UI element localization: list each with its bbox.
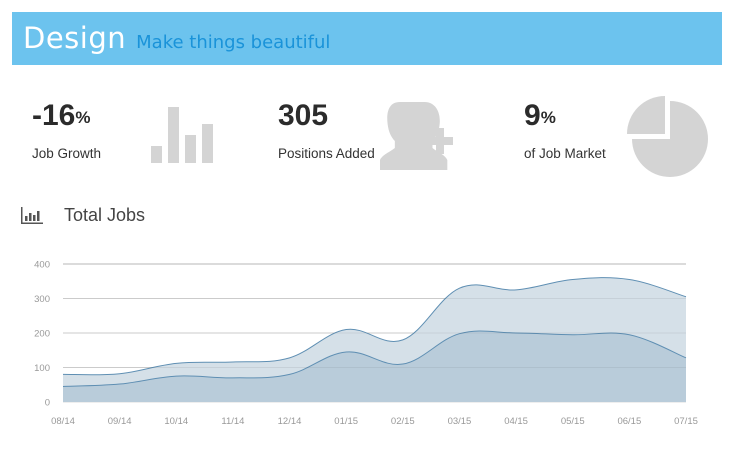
x-tick-label: 04/15 <box>504 416 528 427</box>
bar-chart-icon <box>151 107 213 163</box>
y-tick-label: 300 <box>34 294 50 305</box>
line-total <box>62 277 687 376</box>
y-tick-label: 100 <box>34 363 50 374</box>
stat-value: 9% <box>524 99 556 132</box>
bar-chart-small-icon <box>21 206 43 224</box>
total-jobs-chart: 0 100 200 300 400 08/14 09/14 10/14 11/14 12/14 01… <box>34 260 698 428</box>
x-tick-label: 12/14 <box>278 416 302 427</box>
y-tick-label: 0 <box>45 398 50 409</box>
x-tick-label: 01/15 <box>334 416 358 427</box>
stat-positions-added: 305 Positions Added <box>278 96 375 161</box>
section-header: Total Jobs <box>20 205 145 226</box>
page-subtitle: Make things beautiful <box>136 32 331 53</box>
y-tick-label: 200 <box>34 329 50 340</box>
x-tick-label: 05/15 <box>561 416 585 427</box>
x-tick-label: 06/15 <box>617 416 641 427</box>
stat-label: of Job Market <box>524 146 606 161</box>
x-tick-label: 03/15 <box>448 416 472 427</box>
stat-job-growth: -16% Job Growth <box>32 96 101 161</box>
x-tick-label: 07/15 <box>674 416 698 427</box>
y-tick-label: 400 <box>34 260 50 271</box>
x-tick-label: 10/14 <box>164 416 188 427</box>
x-tick-label: 08/14 <box>51 416 75 427</box>
line-base <box>62 330 687 387</box>
page-title: Design <box>23 21 127 55</box>
stat-label: Positions Added <box>278 146 375 161</box>
stat-value: 305 <box>278 99 329 132</box>
x-tick-label: 02/15 <box>391 416 415 427</box>
stat-label: Job Growth <box>32 146 102 161</box>
pie-chart-icon <box>627 96 708 177</box>
x-tick-label: 11/14 <box>221 416 244 427</box>
add-user-icon <box>380 102 453 170</box>
stat-job-market: 9% of Job Market <box>524 96 606 161</box>
area-base <box>63 330 686 402</box>
x-tick-label: 09/14 <box>108 416 132 427</box>
stat-value: -16% <box>32 99 91 132</box>
section-title: Total Jobs <box>64 205 146 225</box>
page-header: Design Make things beautiful <box>12 12 722 65</box>
